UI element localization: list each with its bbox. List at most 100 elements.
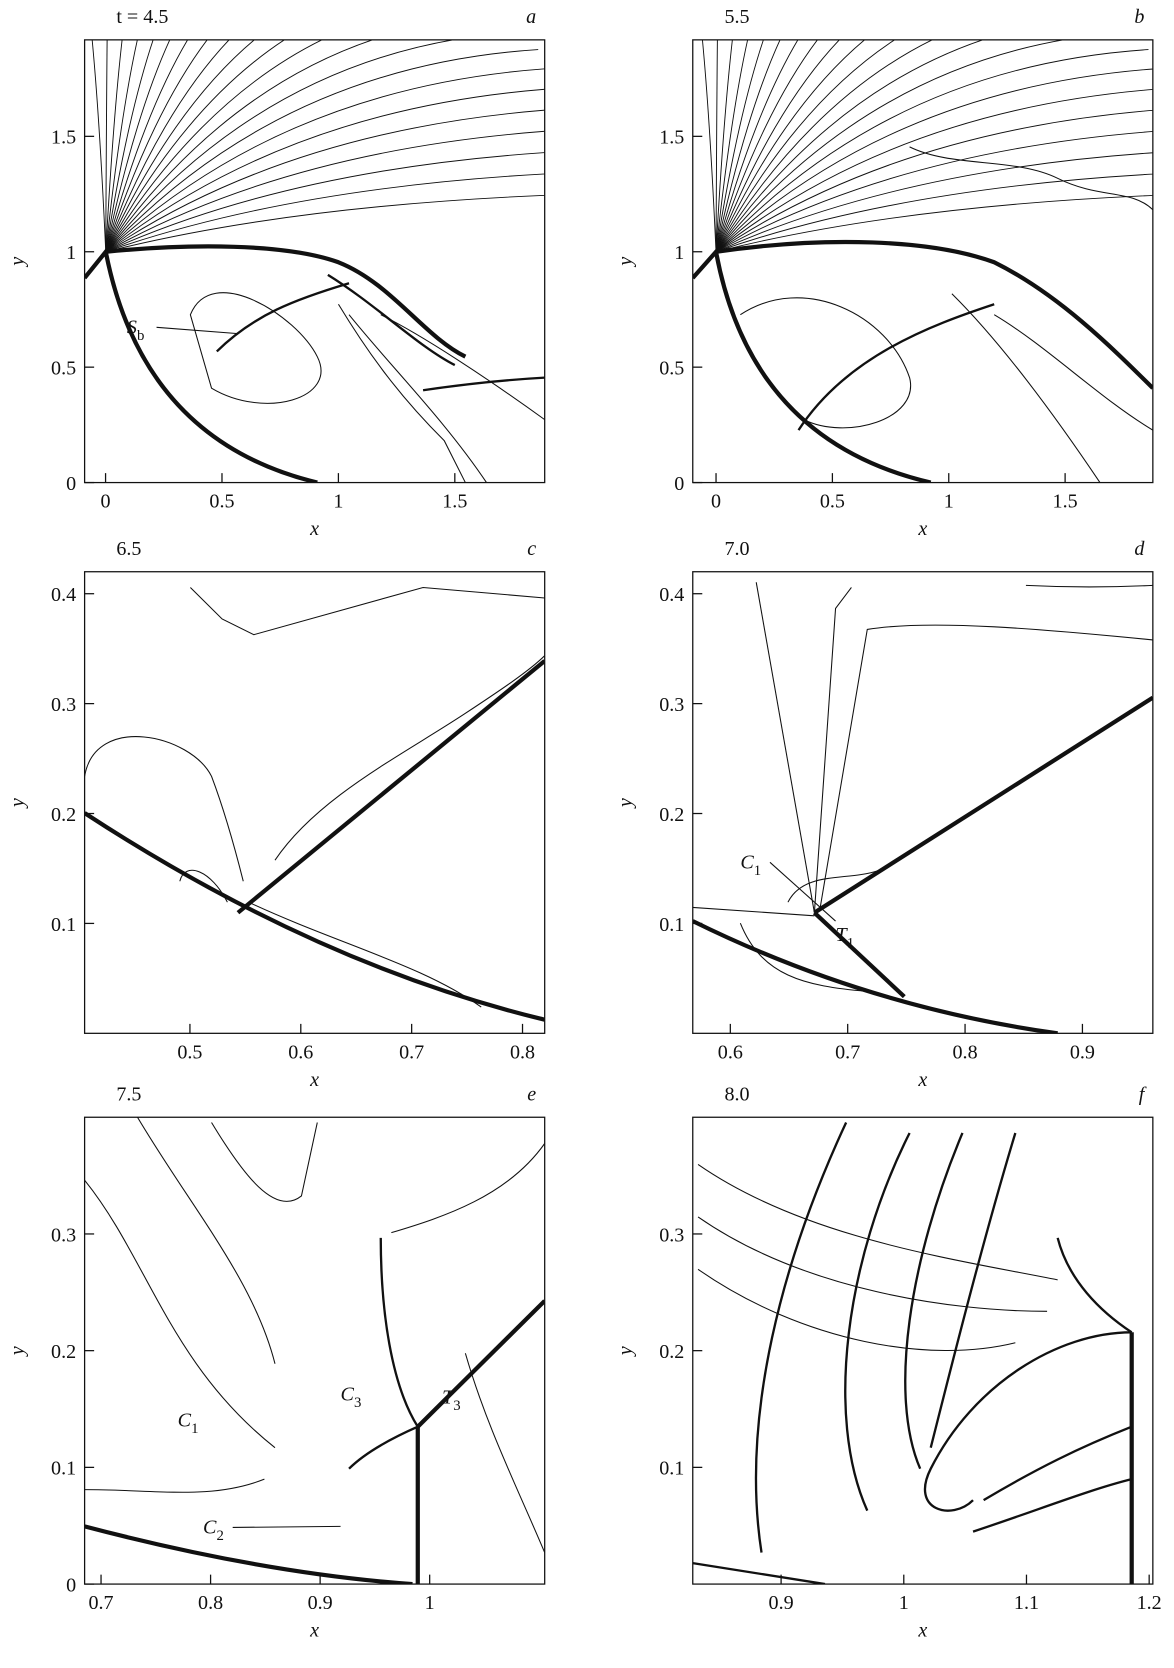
- contour-line: [105, 39, 256, 252]
- flow-contours: [692, 146, 1153, 483]
- annotation-sub: 2: [216, 1528, 223, 1544]
- x-axis-label: x: [917, 1620, 927, 1642]
- y-tick-label: 0: [66, 1574, 76, 1596]
- plot-frame: [83, 1116, 546, 1585]
- annotation-sub: 1: [847, 935, 854, 951]
- panel-letter: a: [526, 6, 536, 28]
- contour-line: [715, 39, 866, 252]
- y-tick-label: 1: [66, 242, 76, 264]
- annotation-sub: 3: [354, 1395, 361, 1411]
- x-axis-label: x: [309, 1069, 319, 1091]
- panel-letter: b: [1134, 6, 1144, 28]
- contour-line: [105, 39, 456, 253]
- contour-line: [715, 39, 896, 252]
- time-label: 5.5: [724, 6, 749, 28]
- y-tick-label: 1.5: [51, 127, 76, 149]
- contour-line: [715, 39, 799, 252]
- y-tick-label: 0.1: [51, 914, 76, 936]
- contour-line: [715, 39, 1067, 253]
- x-tick-label: 0.8: [198, 1592, 223, 1614]
- contour-line: [105, 39, 208, 252]
- contour-line: [105, 88, 545, 253]
- contour-line: [105, 39, 375, 253]
- y-tick-label: 0.4: [51, 584, 76, 606]
- y-tick-label: 1: [674, 242, 684, 264]
- contour-line: [105, 49, 539, 253]
- x-tick-label: 1.2: [1137, 1592, 1162, 1614]
- x-tick-label: 0.6: [288, 1042, 313, 1064]
- annotation-leader: [232, 1525, 341, 1528]
- annotation-sub: 1: [191, 1421, 198, 1437]
- contour-line: [715, 194, 1153, 253]
- annotation-main: C: [203, 1517, 217, 1539]
- y-tick-label: 0.2: [659, 1341, 684, 1363]
- y-tick-label: 1.5: [659, 127, 684, 149]
- contour-line: [105, 39, 138, 252]
- contour-line: [105, 39, 154, 252]
- flow-contours: [84, 1117, 545, 1585]
- contour-line: [715, 39, 733, 252]
- x-tick-label: 0.5: [209, 491, 234, 513]
- contour-line: [105, 39, 189, 252]
- contour-line: [105, 39, 286, 252]
- plot-frame: [692, 39, 1154, 484]
- y-axis-label: y: [6, 257, 28, 268]
- contour-line: [105, 39, 171, 252]
- contour-line: [715, 39, 819, 252]
- contour-line: [715, 39, 764, 252]
- fan-contours: [91, 39, 545, 253]
- x-tick-label: 0.5: [820, 491, 845, 513]
- y-axis-label: y: [614, 257, 636, 268]
- panel-letter: d: [1134, 538, 1145, 560]
- y-tick-label: 0.5: [659, 358, 684, 380]
- annotation-main: S: [127, 317, 137, 339]
- x-tick-label: 0.7: [399, 1042, 424, 1064]
- y-tick-label: 0.3: [659, 1224, 684, 1246]
- annotation: C1: [178, 1410, 199, 1437]
- contour-line: [105, 39, 324, 253]
- plot-frame: [692, 1116, 1154, 1585]
- y-tick-label: 0.1: [659, 1458, 684, 1480]
- annotation-leader: [156, 326, 239, 335]
- x-tick-label: 0.6: [718, 1042, 743, 1064]
- contour-line: [715, 39, 934, 253]
- y-axis-label: y: [6, 1346, 28, 1357]
- x-tick-label: 0.9: [769, 1592, 794, 1614]
- x-axis-label: x: [917, 518, 927, 540]
- annotation: T1: [836, 924, 855, 951]
- contour-line: [105, 39, 230, 252]
- x-tick-label: 1: [944, 491, 954, 513]
- annotation-sub: 1: [754, 863, 761, 879]
- x-tick-label: 1.5: [442, 491, 467, 513]
- y-tick-label: 0.2: [51, 1341, 76, 1363]
- contour-line: [715, 152, 1153, 253]
- annotation-leader: [769, 861, 836, 922]
- x-axis-label: x: [309, 1620, 319, 1642]
- contour-line: [105, 68, 545, 253]
- x-tick-label: 0.7: [88, 1592, 113, 1614]
- annotation: T3: [442, 1387, 461, 1414]
- y-tick-label: 0: [66, 473, 76, 495]
- contour-line: [105, 173, 545, 253]
- x-tick-label: 1: [333, 491, 343, 513]
- y-axis-label: y: [6, 798, 28, 809]
- y-tick-label: 0.1: [659, 914, 684, 936]
- x-tick-label: 1.5: [1053, 491, 1078, 513]
- contour-line: [715, 39, 985, 253]
- contour-line: [105, 39, 123, 252]
- annotation-main: C: [178, 1410, 192, 1432]
- contour-line: [715, 89, 1153, 253]
- contour-line: [715, 68, 1153, 253]
- annotation: Sb: [127, 317, 144, 344]
- time-label: 7.5: [116, 1084, 141, 1106]
- plot-frame: [692, 571, 1154, 1034]
- x-tick-label: 1: [899, 1592, 909, 1614]
- y-tick-label: 0.2: [51, 804, 76, 826]
- x-tick-label: 0.8: [510, 1042, 535, 1064]
- flow-contours: [84, 244, 545, 483]
- contour-line: [715, 49, 1149, 253]
- contour-line: [715, 39, 749, 252]
- time-label: 8.0: [724, 1084, 749, 1106]
- time-label: t = 4.5: [116, 6, 168, 28]
